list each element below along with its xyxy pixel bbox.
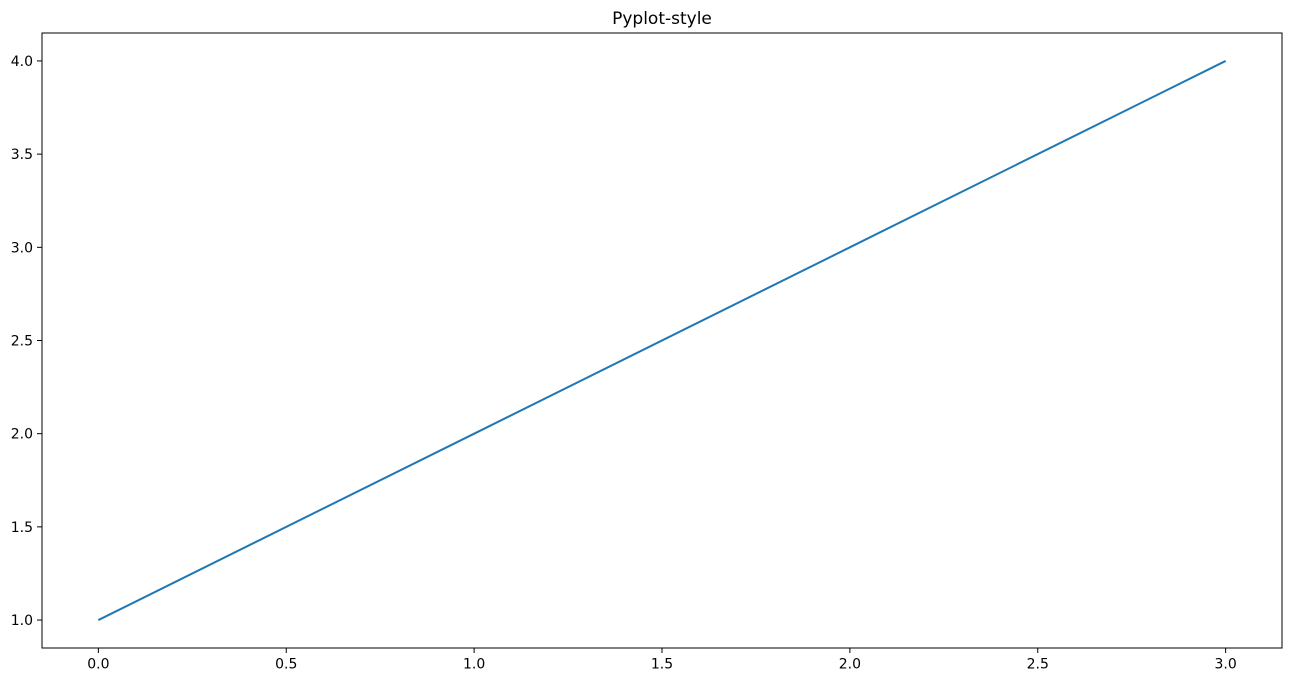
y-tick-label: 3.5: [11, 147, 33, 163]
x-tick-label: 3.0: [1215, 657, 1237, 673]
y-tick-label: 2.0: [11, 427, 33, 443]
y-tick-label: 2.5: [11, 334, 33, 350]
axes-spines: [41, 32, 1283, 649]
chart-title: Pyplot-style: [612, 9, 712, 29]
x-tick-label: 1.5: [651, 657, 673, 673]
x-tick-label: 0.5: [275, 657, 297, 673]
data-line: [97, 60, 1227, 621]
y-tick-label: 1.0: [11, 613, 33, 629]
x-tick-label: 0.0: [87, 657, 109, 673]
y-tick-label: 3.0: [11, 240, 33, 256]
x-tick-label: 1.0: [463, 657, 485, 673]
y-tick-label: 4.0: [11, 54, 33, 70]
y-tick-label: 1.5: [11, 520, 33, 536]
x-tick-label: 2.5: [1027, 657, 1049, 673]
x-tick-label: 2.0: [839, 657, 861, 673]
